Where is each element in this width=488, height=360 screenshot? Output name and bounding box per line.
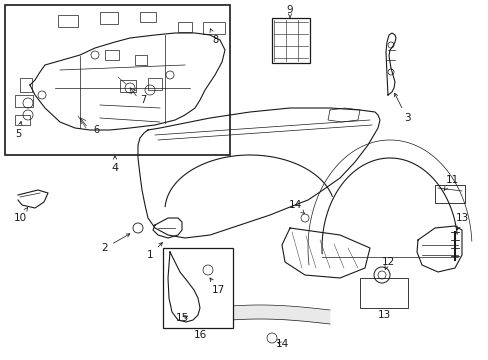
Bar [140,12,156,22]
Bar [100,12,118,24]
Text: 2: 2 [102,234,130,253]
Text: 3: 3 [394,93,409,123]
Bar [58,15,78,27]
Text: 11: 11 [443,175,458,190]
Bar [163,248,232,328]
Text: 9: 9 [286,5,293,18]
Text: 14: 14 [288,200,304,213]
Text: 16: 16 [193,330,206,340]
Bar [135,55,147,65]
Bar [15,115,30,125]
Bar [271,18,309,63]
Text: 6: 6 [93,125,99,135]
Text: 1: 1 [146,243,162,260]
Text: 8: 8 [210,29,218,45]
Bar [20,78,32,92]
Text: 14: 14 [275,339,288,349]
Text: 12: 12 [381,257,394,270]
Bar [178,22,192,32]
Bar [434,185,464,203]
Text: 5: 5 [15,122,22,139]
Text: 7: 7 [140,95,146,105]
Text: 17: 17 [209,278,224,295]
Bar [105,50,119,60]
Bar [203,22,224,34]
Bar [15,95,33,107]
Text: 15: 15 [175,313,188,323]
Text: 10: 10 [13,208,27,223]
Bar [359,278,407,308]
Text: 13: 13 [377,310,390,320]
Text: 13: 13 [454,213,468,230]
Bar [148,78,162,90]
Bar [120,80,136,92]
Bar [5,5,229,155]
Text: 4: 4 [111,156,118,173]
